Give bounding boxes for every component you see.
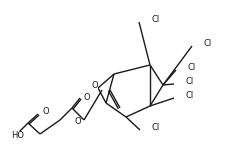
Text: O: O	[92, 82, 98, 90]
Text: Cl: Cl	[151, 15, 159, 24]
Text: O: O	[43, 107, 49, 115]
Text: Cl: Cl	[186, 91, 194, 100]
Text: Cl: Cl	[188, 63, 196, 73]
Text: HO: HO	[11, 131, 24, 139]
Text: O: O	[84, 93, 90, 101]
Text: Cl: Cl	[186, 77, 194, 87]
Text: Cl: Cl	[204, 39, 212, 49]
Text: O: O	[75, 118, 81, 127]
Text: Cl: Cl	[152, 124, 160, 132]
